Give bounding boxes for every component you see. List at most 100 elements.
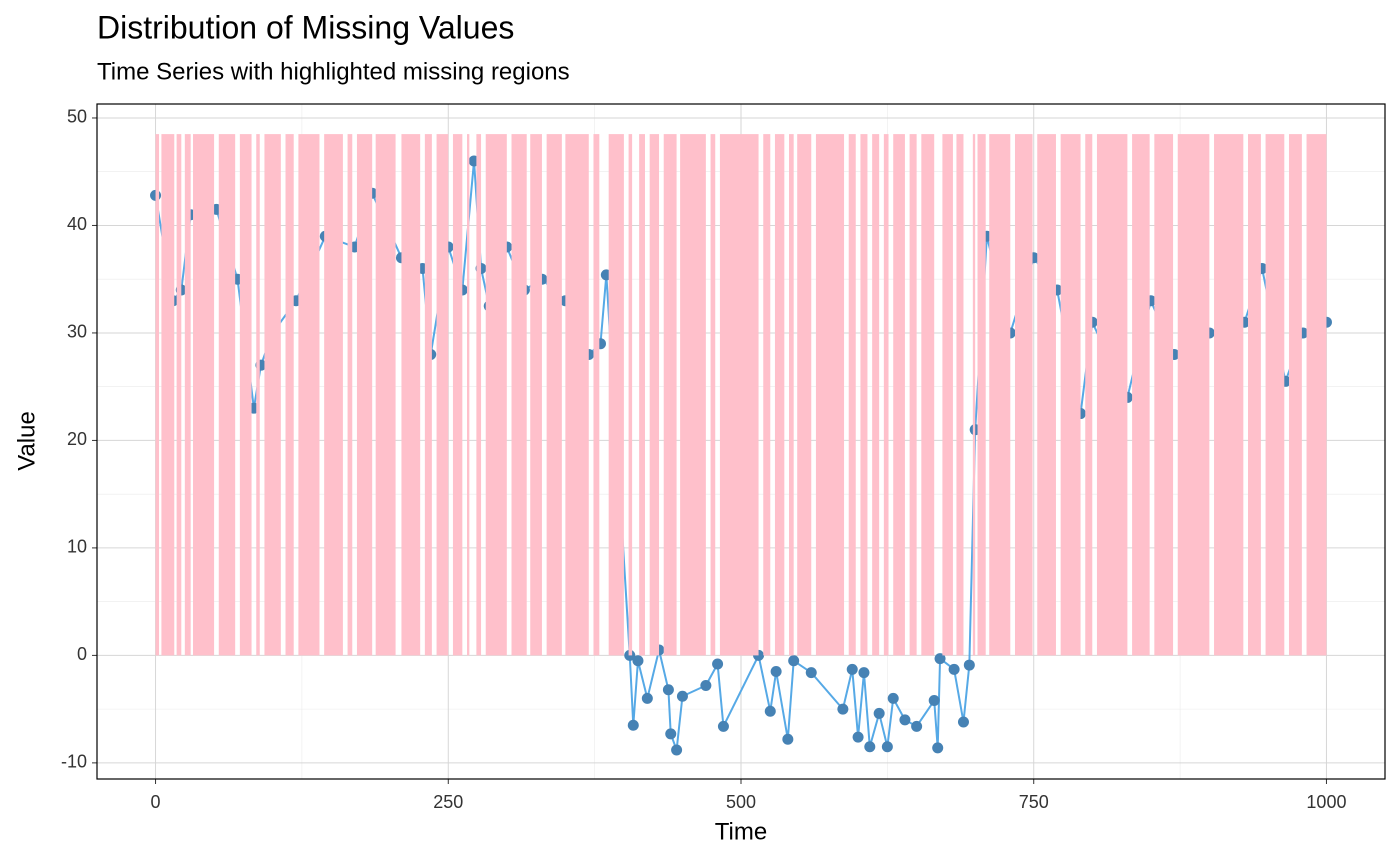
- missing-region: [264, 134, 281, 656]
- x-tick-label: 750: [1019, 792, 1049, 812]
- data-point: [948, 663, 960, 675]
- data-point: [671, 744, 683, 756]
- data-point: [641, 692, 653, 704]
- missing-region: [1214, 134, 1244, 656]
- data-point: [676, 690, 688, 702]
- missing-region: [1037, 134, 1056, 656]
- y-tick-label: 10: [67, 537, 87, 557]
- data-point: [782, 733, 794, 745]
- missing-region: [375, 134, 396, 656]
- missing-region: [1248, 134, 1261, 656]
- missing-region: [989, 134, 1011, 656]
- missing-region: [485, 134, 507, 656]
- data-point: [911, 720, 923, 732]
- data-point: [899, 714, 911, 726]
- missing-region: [872, 134, 880, 656]
- y-axis-label: Value: [13, 411, 40, 471]
- y-tick-label: 20: [67, 429, 87, 449]
- y-tick-label: 40: [67, 214, 87, 234]
- missing-region: [883, 134, 889, 656]
- missing-region: [593, 134, 600, 656]
- data-point: [963, 659, 975, 671]
- missing-region: [218, 134, 236, 656]
- missing-region: [1060, 134, 1081, 656]
- missing-region: [467, 134, 470, 656]
- missing-region: [161, 134, 175, 656]
- missing-region: [608, 134, 624, 656]
- data-point: [928, 695, 940, 707]
- missing-region: [298, 134, 320, 656]
- x-tick-label: 1000: [1306, 792, 1346, 812]
- y-tick-label: 0: [77, 644, 87, 664]
- y-tick-label: 50: [67, 107, 87, 127]
- data-point: [957, 716, 969, 728]
- missing-region: [893, 134, 905, 656]
- missing-region: [921, 134, 935, 656]
- x-axis-label: Time: [715, 818, 767, 845]
- missing-region: [719, 134, 759, 656]
- missing-region: [476, 134, 482, 656]
- data-point: [712, 658, 724, 670]
- missing-region: [649, 134, 660, 656]
- data-point: [932, 742, 944, 754]
- missing-region: [860, 134, 868, 656]
- missing-region: [184, 134, 191, 656]
- data-point: [662, 684, 674, 696]
- data-point: [864, 741, 876, 753]
- data-point: [846, 663, 858, 675]
- data-point: [881, 741, 893, 753]
- missing-region: [1265, 134, 1285, 656]
- x-tick-label: 250: [433, 792, 463, 812]
- data-point: [852, 731, 864, 743]
- missing-region: [1096, 134, 1128, 656]
- missing-region: [1085, 134, 1093, 656]
- data-point: [805, 667, 817, 679]
- missing-region: [815, 134, 845, 656]
- data-point: [887, 692, 899, 704]
- chart-title: Distribution of Missing Values: [97, 9, 514, 45]
- missing-region: [511, 134, 527, 656]
- missing-region: [1014, 134, 1033, 656]
- missing-region: [347, 134, 353, 656]
- missing-region: [789, 134, 794, 656]
- data-point: [858, 667, 870, 679]
- data-point: [665, 728, 677, 740]
- missing-region: [774, 134, 785, 656]
- missing-region: [680, 134, 706, 656]
- missing-region: [285, 134, 294, 656]
- data-point: [764, 705, 776, 717]
- missing-region: [797, 134, 812, 656]
- missing-region: [452, 134, 463, 656]
- y-tick-label: 30: [67, 322, 87, 342]
- missing-region: [530, 134, 542, 656]
- missing-region: [239, 134, 252, 656]
- missing-region: [256, 134, 260, 656]
- missing-region: [1177, 134, 1210, 656]
- missing-region: [193, 134, 215, 656]
- missing-region: [909, 134, 917, 656]
- missing-region: [356, 134, 373, 656]
- missing-region: [424, 134, 432, 656]
- data-point: [873, 707, 885, 719]
- missing-region: [977, 134, 986, 656]
- data-point: [700, 679, 712, 691]
- missing-region: [176, 134, 182, 656]
- missing-region: [1306, 134, 1327, 656]
- data-point: [934, 653, 946, 665]
- missing-region: [546, 134, 562, 656]
- missing-region: [848, 134, 856, 656]
- data-point: [788, 655, 800, 667]
- missing-region: [1154, 134, 1174, 656]
- missing-region: [639, 134, 645, 656]
- data-point: [837, 703, 849, 715]
- missing-region: [401, 134, 421, 656]
- missing-region: [972, 134, 976, 656]
- missing-region: [565, 134, 589, 656]
- data-point: [770, 666, 782, 678]
- x-tick-label: 0: [151, 792, 161, 812]
- missing-region: [942, 134, 953, 656]
- data-point: [717, 720, 729, 732]
- missing-region: [763, 134, 771, 656]
- missing-region: [663, 134, 677, 656]
